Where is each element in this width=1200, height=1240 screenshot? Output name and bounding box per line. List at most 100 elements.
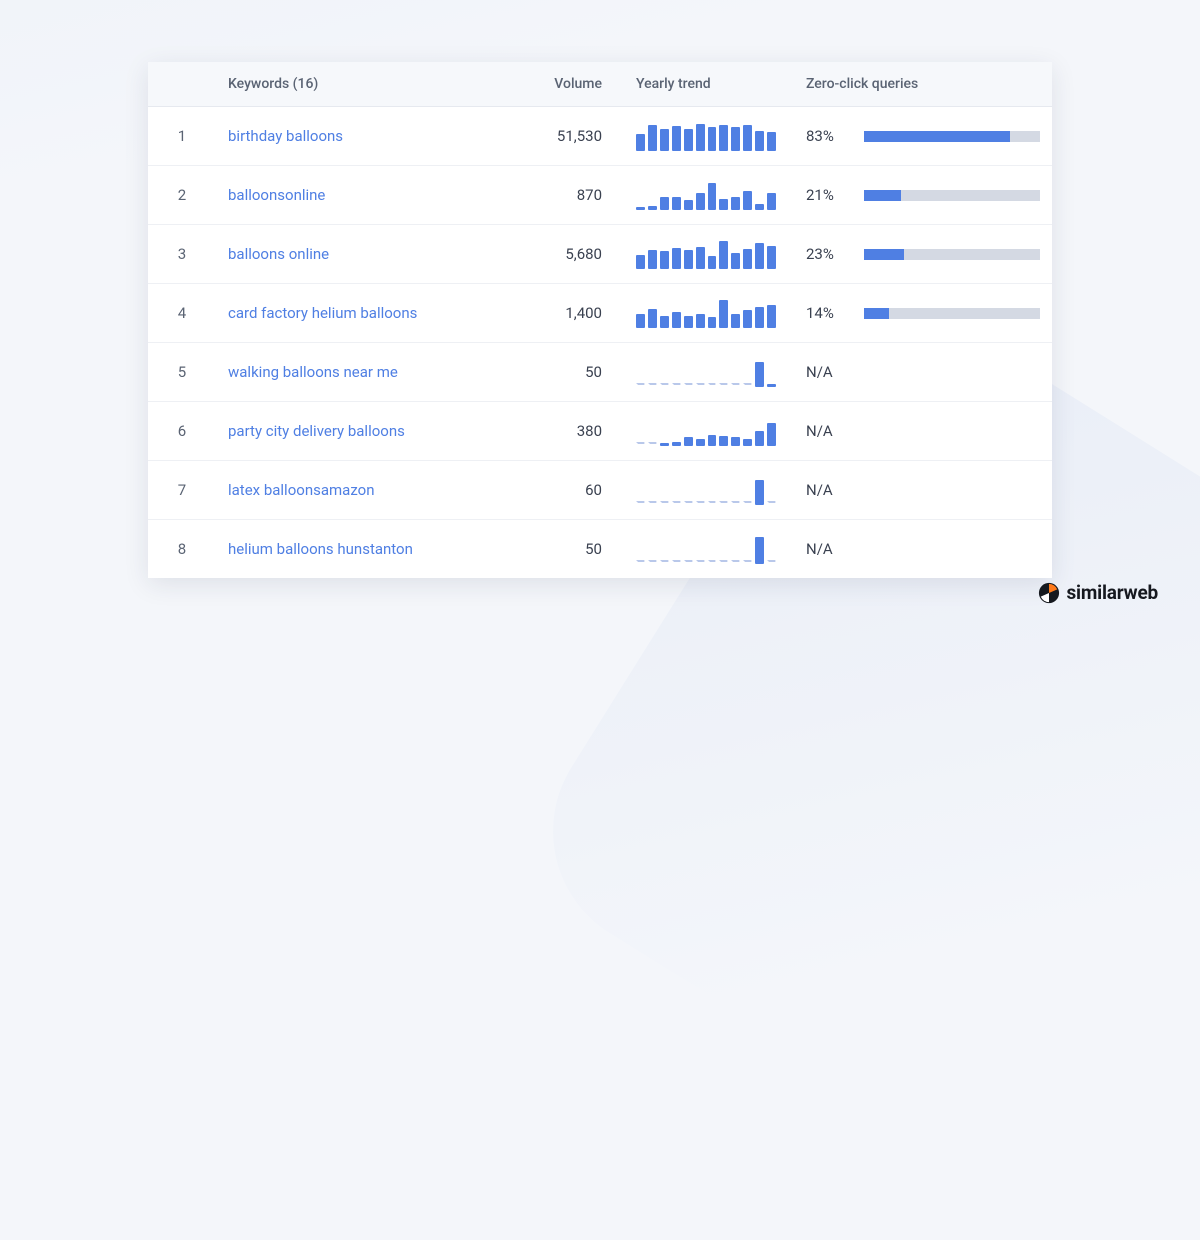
- spark-bar: [708, 501, 717, 503]
- trend-cell: [624, 107, 794, 166]
- zeroclick-na: N/A: [806, 481, 833, 499]
- row-index: 7: [148, 461, 216, 520]
- table-header-row: Keywords (16) Volume Yearly trend Zero-c…: [148, 62, 1052, 107]
- trend-sparkline: [636, 357, 776, 387]
- keyword-link[interactable]: balloonsonline: [228, 186, 325, 204]
- volume-cell: 50: [516, 343, 624, 402]
- spark-bar: [636, 383, 645, 385]
- spark-bar: [672, 501, 681, 503]
- keyword-cell: balloons online: [216, 225, 516, 284]
- spark-bar: [767, 193, 776, 210]
- col-header-index[interactable]: [148, 62, 216, 107]
- spark-bar: [648, 560, 657, 562]
- spark-bar: [684, 129, 693, 151]
- spark-bar: [719, 125, 728, 151]
- spark-bar: [648, 206, 657, 210]
- volume-cell: 870: [516, 166, 624, 225]
- spark-bar: [755, 480, 764, 505]
- keyword-link[interactable]: walking balloons near me: [228, 363, 398, 381]
- spark-bar: [636, 207, 645, 210]
- spark-bar: [672, 383, 681, 385]
- spark-bar: [743, 310, 752, 328]
- spark-bar: [660, 443, 669, 446]
- spark-bar: [684, 437, 693, 446]
- zeroclick-bar: [864, 190, 1040, 201]
- row-index: 5: [148, 343, 216, 402]
- row-index: 6: [148, 402, 216, 461]
- spark-bar: [660, 560, 669, 562]
- keyword-cell: helium balloons hunstanton: [216, 520, 516, 579]
- spark-bar: [636, 442, 645, 444]
- row-index: 2: [148, 166, 216, 225]
- zeroclick-bar: [864, 249, 1040, 260]
- trend-sparkline: [636, 121, 776, 151]
- spark-bar: [672, 248, 681, 269]
- brand-mark-icon: [1038, 582, 1060, 604]
- spark-bar: [743, 191, 752, 210]
- keyword-cell: birthday balloons: [216, 107, 516, 166]
- keyword-link[interactable]: latex balloonsamazon: [228, 481, 374, 499]
- trend-sparkline: [636, 534, 776, 564]
- spark-bar: [684, 250, 693, 269]
- trend-cell: [624, 461, 794, 520]
- spark-bar: [636, 501, 645, 503]
- keyword-link[interactable]: birthday balloons: [228, 127, 343, 145]
- spark-bar: [719, 560, 728, 562]
- zeroclick-cell: N/A: [794, 520, 1052, 579]
- spark-bar: [731, 383, 740, 385]
- spark-bar: [755, 204, 764, 210]
- row-index: 8: [148, 520, 216, 579]
- keyword-cell: walking balloons near me: [216, 343, 516, 402]
- col-header-keywords[interactable]: Keywords (16): [216, 62, 516, 107]
- spark-bar: [660, 197, 669, 210]
- table-row: 3balloons online5,68023%: [148, 225, 1052, 284]
- spark-bar: [708, 560, 717, 562]
- keywords-table: Keywords (16) Volume Yearly trend Zero-c…: [148, 62, 1052, 578]
- keyword-cell: balloonsonline: [216, 166, 516, 225]
- col-header-zeroclick[interactable]: Zero-click queries: [794, 62, 1052, 107]
- trend-cell: [624, 343, 794, 402]
- keyword-link[interactable]: balloons online: [228, 245, 329, 263]
- keyword-link[interactable]: card factory helium balloons: [228, 304, 417, 322]
- col-header-volume[interactable]: Volume: [516, 62, 624, 107]
- spark-bar: [755, 431, 764, 446]
- spark-bar: [719, 501, 728, 503]
- spark-bar: [660, 251, 669, 269]
- keyword-link[interactable]: party city delivery balloons: [228, 422, 405, 440]
- spark-bar: [719, 241, 728, 269]
- zeroclick-bar-fill: [864, 308, 889, 319]
- table-row: 4card factory helium balloons1,40014%: [148, 284, 1052, 343]
- zeroclick-cell: 14%: [794, 284, 1052, 343]
- spark-bar: [755, 537, 764, 564]
- spark-bar: [696, 439, 705, 446]
- spark-bar: [696, 560, 705, 562]
- trend-cell: [624, 225, 794, 284]
- trend-sparkline: [636, 416, 776, 446]
- spark-bar: [648, 250, 657, 269]
- volume-cell: 50: [516, 520, 624, 579]
- row-index: 1: [148, 107, 216, 166]
- trend-sparkline: [636, 475, 776, 505]
- spark-bar: [648, 442, 657, 444]
- zeroclick-bar-fill: [864, 131, 1010, 142]
- spark-bar: [743, 439, 752, 446]
- spark-bar: [708, 317, 717, 328]
- spark-bar: [660, 501, 669, 503]
- spark-bar: [767, 384, 776, 387]
- spark-bar: [696, 314, 705, 328]
- spark-bar: [719, 199, 728, 210]
- col-header-trend[interactable]: Yearly trend: [624, 62, 794, 107]
- table-row: 6party city delivery balloons380N/A: [148, 402, 1052, 461]
- spark-bar: [743, 560, 752, 562]
- keyword-cell: card factory helium balloons: [216, 284, 516, 343]
- spark-bar: [660, 383, 669, 385]
- volume-cell: 5,680: [516, 225, 624, 284]
- spark-bar: [743, 383, 752, 385]
- keyword-link[interactable]: helium balloons hunstanton: [228, 540, 413, 558]
- spark-bar: [648, 501, 657, 503]
- spark-bar: [767, 305, 776, 328]
- spark-bar: [672, 126, 681, 151]
- spark-bar: [684, 383, 693, 385]
- zeroclick-bar-fill: [864, 190, 901, 201]
- spark-bar: [684, 200, 693, 210]
